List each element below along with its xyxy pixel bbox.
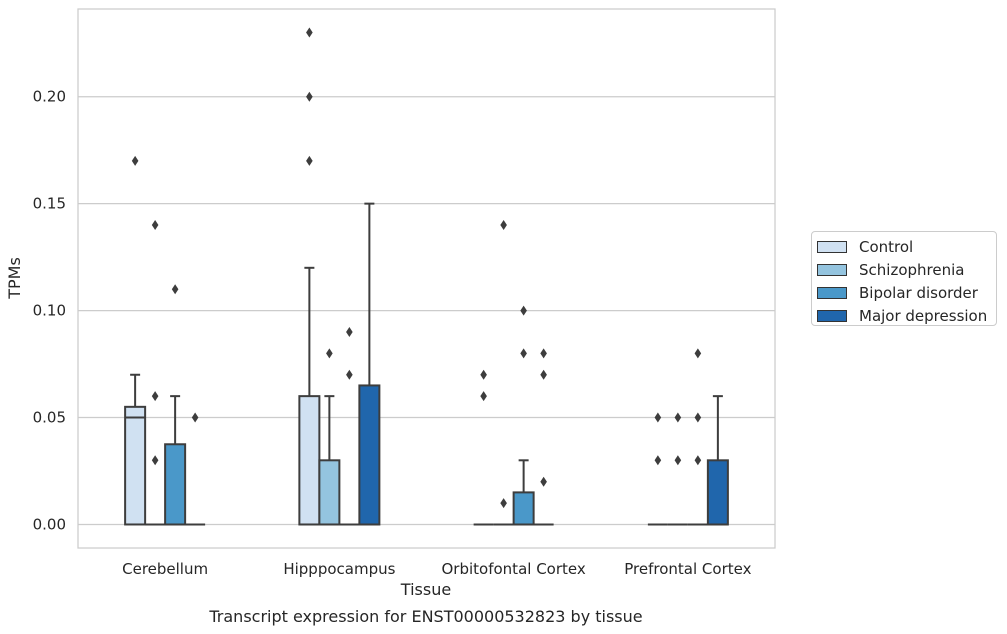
y-tick-label: 0.10 xyxy=(33,302,66,320)
outlier-point xyxy=(151,391,159,402)
outlier-point xyxy=(326,348,333,359)
outlier-point xyxy=(306,155,313,166)
legend-swatch xyxy=(817,286,847,299)
outlier-point xyxy=(480,391,487,402)
outlier-point xyxy=(500,498,507,509)
outlier-point xyxy=(346,326,353,337)
box xyxy=(512,491,535,526)
x-tick-label: Cerebellum xyxy=(122,560,208,578)
outlier-point xyxy=(500,220,507,231)
y-tick-label: 0.00 xyxy=(33,515,66,533)
box-series xyxy=(124,27,729,526)
outlier-point xyxy=(674,412,682,423)
outlier-point xyxy=(306,91,313,102)
legend-item: Major depression xyxy=(817,304,996,327)
outlier-point xyxy=(346,369,353,380)
box xyxy=(706,459,729,526)
outlier-point xyxy=(540,369,547,380)
outlier-point xyxy=(654,455,662,466)
box xyxy=(164,443,187,526)
outlier-point xyxy=(151,455,159,466)
legend-item: Control xyxy=(817,235,996,258)
box xyxy=(358,384,381,526)
outlier-point xyxy=(171,284,179,295)
outlier-point xyxy=(306,27,313,38)
outlier-point xyxy=(674,455,682,466)
x-axis-title: Tissue xyxy=(400,580,451,599)
outlier-point xyxy=(520,348,527,359)
outlier-point xyxy=(654,412,662,423)
legend-swatch xyxy=(817,263,847,276)
outlier-point xyxy=(694,412,702,423)
y-tick-label: 0.15 xyxy=(33,195,66,213)
outlier-point xyxy=(540,348,547,359)
legend: Control Schizophrenia Bipolar disorder Majo… xyxy=(811,231,997,326)
legend-label: Control xyxy=(859,237,914,256)
y-axis-title: TPMs xyxy=(5,257,24,300)
box xyxy=(298,395,321,526)
outlier-point xyxy=(520,305,527,316)
box xyxy=(124,405,147,526)
legend-swatch xyxy=(817,240,847,253)
x-tick-label: Hipppocampus xyxy=(283,560,395,578)
plot-area-frame xyxy=(77,8,776,549)
outlier-point xyxy=(151,220,159,231)
legend-swatch xyxy=(817,309,847,322)
legend-label: Bipolar disorder xyxy=(859,283,978,302)
y-tick-label: 0.20 xyxy=(33,88,66,106)
x-tick-label: Prefrontal Cortex xyxy=(624,560,751,578)
outlier-point xyxy=(131,155,139,166)
x-tick-label: Orbitofontal Cortex xyxy=(442,560,586,578)
legend-item: Schizophrenia xyxy=(817,258,996,281)
figure-caption: Transcript expression for ENST0000053282… xyxy=(209,607,643,626)
outlier-point xyxy=(480,369,487,380)
legend-item: Bipolar disorder xyxy=(817,281,996,304)
legend-label: Major depression xyxy=(859,306,988,325)
legend-label: Schizophrenia xyxy=(859,260,965,279)
y-tick-labels: 0.00 0.05 0.10 0.15 0.20 xyxy=(33,88,66,534)
outlier-point xyxy=(191,412,199,423)
outlier-point xyxy=(694,348,702,359)
outlier-point xyxy=(540,476,547,487)
box xyxy=(318,459,341,526)
outlier-point xyxy=(694,455,702,466)
x-tick-labels: Cerebellum Hipppocampus Orbitofontal Corte… xyxy=(122,560,751,578)
y-tick-label: 0.05 xyxy=(33,409,66,427)
